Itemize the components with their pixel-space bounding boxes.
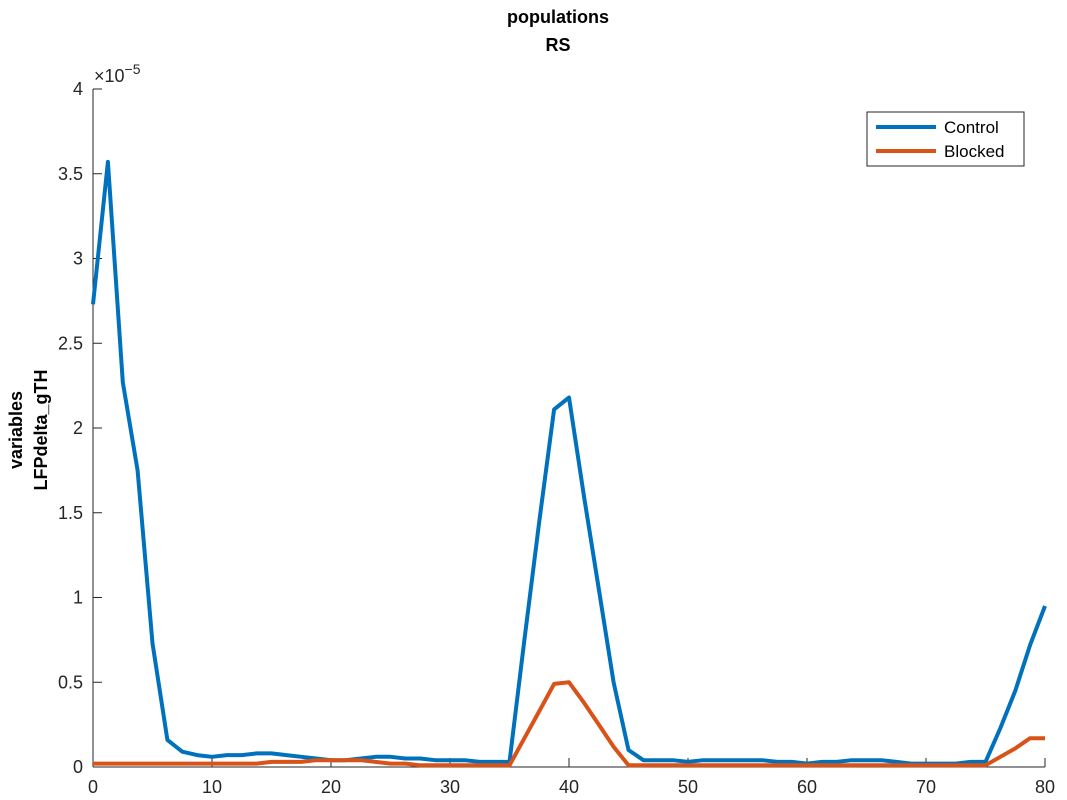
- chart-subtitle: RS: [545, 35, 570, 55]
- y-tick-label: 3: [73, 249, 83, 269]
- y-tick-label: 1.5: [58, 503, 83, 523]
- y-tick-label: 0.5: [58, 672, 83, 692]
- y-axis-exponent-label: ×10−5: [94, 61, 141, 86]
- legend-label-blocked: Blocked: [944, 142, 1004, 161]
- legend: Control Blocked: [866, 111, 1025, 167]
- y-tick-label: 2.5: [58, 333, 83, 353]
- y-exponent-power: −5: [125, 61, 141, 77]
- y-tick-label: 4: [73, 79, 83, 99]
- legend-label-control: Control: [944, 118, 999, 137]
- x-tick-label: 50: [678, 777, 698, 797]
- y-axis-label-line1: variables: [6, 391, 26, 469]
- axes: [92, 89, 1045, 768]
- x-tick-label: 60: [797, 777, 817, 797]
- chart-title: populations: [507, 7, 609, 27]
- y-tick-label: 0: [73, 757, 83, 777]
- y-exponent-base: ×10: [94, 66, 125, 86]
- x-tick-label: 40: [559, 777, 579, 797]
- x-tick-label: 30: [440, 777, 460, 797]
- x-tick-label: 80: [1035, 777, 1055, 797]
- ticks: 0 10 20 30 40 50 60 70 80 0 0.5 1 1.5 2 2.5 3 3.5 4: [58, 79, 1055, 797]
- y-tick-label: 2: [73, 418, 83, 438]
- series-line-control: [91, 159, 1047, 766]
- series-line-blocked: [93, 680, 1045, 768]
- series-lines: [91, 159, 1047, 768]
- x-tick-label: 10: [202, 777, 222, 797]
- x-tick-label: 20: [321, 777, 341, 797]
- y-tick-label: 3.5: [58, 164, 83, 184]
- legend-box: [866, 111, 1025, 167]
- y-axis-label-line2: LFPdelta_gTH: [31, 369, 51, 490]
- x-tick-label: 70: [916, 777, 936, 797]
- x-tick-label: 0: [88, 777, 98, 797]
- y-tick-label: 1: [73, 588, 83, 608]
